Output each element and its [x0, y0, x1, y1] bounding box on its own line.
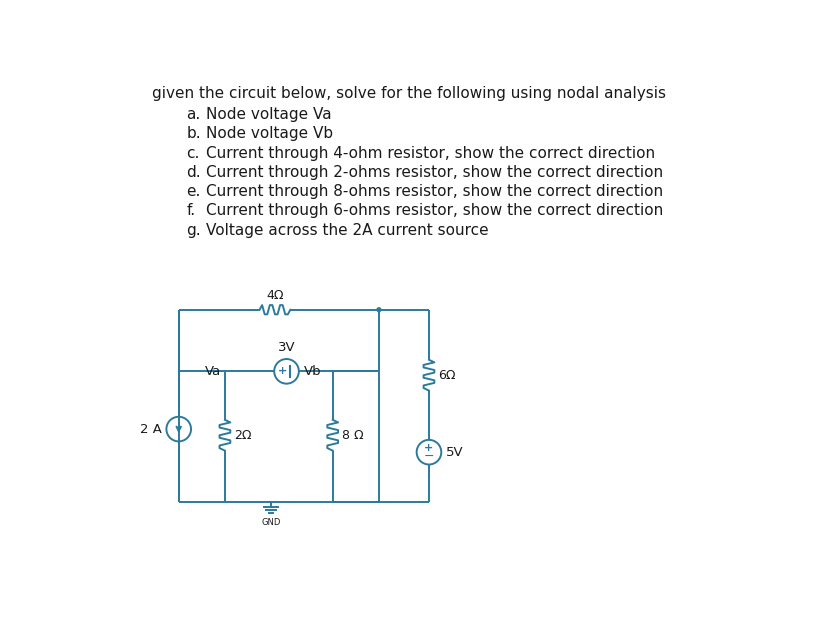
Text: e.: e. — [186, 184, 201, 199]
Text: Vb: Vb — [303, 365, 321, 378]
Text: 5V: 5V — [446, 446, 463, 459]
Text: d.: d. — [186, 165, 201, 180]
Text: b.: b. — [186, 127, 201, 142]
Text: f.: f. — [186, 203, 195, 218]
Text: +: + — [423, 442, 433, 452]
Text: Node voltage Vb: Node voltage Vb — [205, 127, 332, 142]
Text: GND: GND — [261, 518, 280, 527]
Text: Voltage across the 2A current source: Voltage across the 2A current source — [205, 223, 488, 238]
Circle shape — [376, 308, 380, 311]
Text: Va: Va — [204, 365, 221, 378]
Text: Current through 2-ohms resistor, show the correct direction: Current through 2-ohms resistor, show th… — [205, 165, 662, 180]
Text: Current through 6-ohms resistor, show the correct direction: Current through 6-ohms resistor, show th… — [205, 203, 662, 218]
Text: 3V: 3V — [277, 341, 295, 354]
Text: −: − — [423, 451, 433, 463]
Text: +: + — [278, 366, 287, 376]
Text: Current through 4-ohm resistor, show the correct direction: Current through 4-ohm resistor, show the… — [205, 146, 654, 161]
Text: given the circuit below, solve for the following using nodal analysis: given the circuit below, solve for the f… — [151, 85, 665, 100]
Text: g.: g. — [186, 223, 201, 238]
Text: a.: a. — [186, 107, 200, 122]
Text: 8 Ω: 8 Ω — [342, 429, 363, 442]
Text: 6Ω: 6Ω — [437, 369, 455, 382]
Text: 2Ω: 2Ω — [234, 429, 251, 442]
Text: Current through 8-ohms resistor, show the correct direction: Current through 8-ohms resistor, show th… — [205, 184, 662, 199]
Text: c.: c. — [186, 146, 199, 161]
Text: Node voltage Va: Node voltage Va — [205, 107, 331, 122]
Text: 2 A: 2 A — [140, 422, 161, 436]
Text: 4Ω: 4Ω — [266, 289, 284, 302]
